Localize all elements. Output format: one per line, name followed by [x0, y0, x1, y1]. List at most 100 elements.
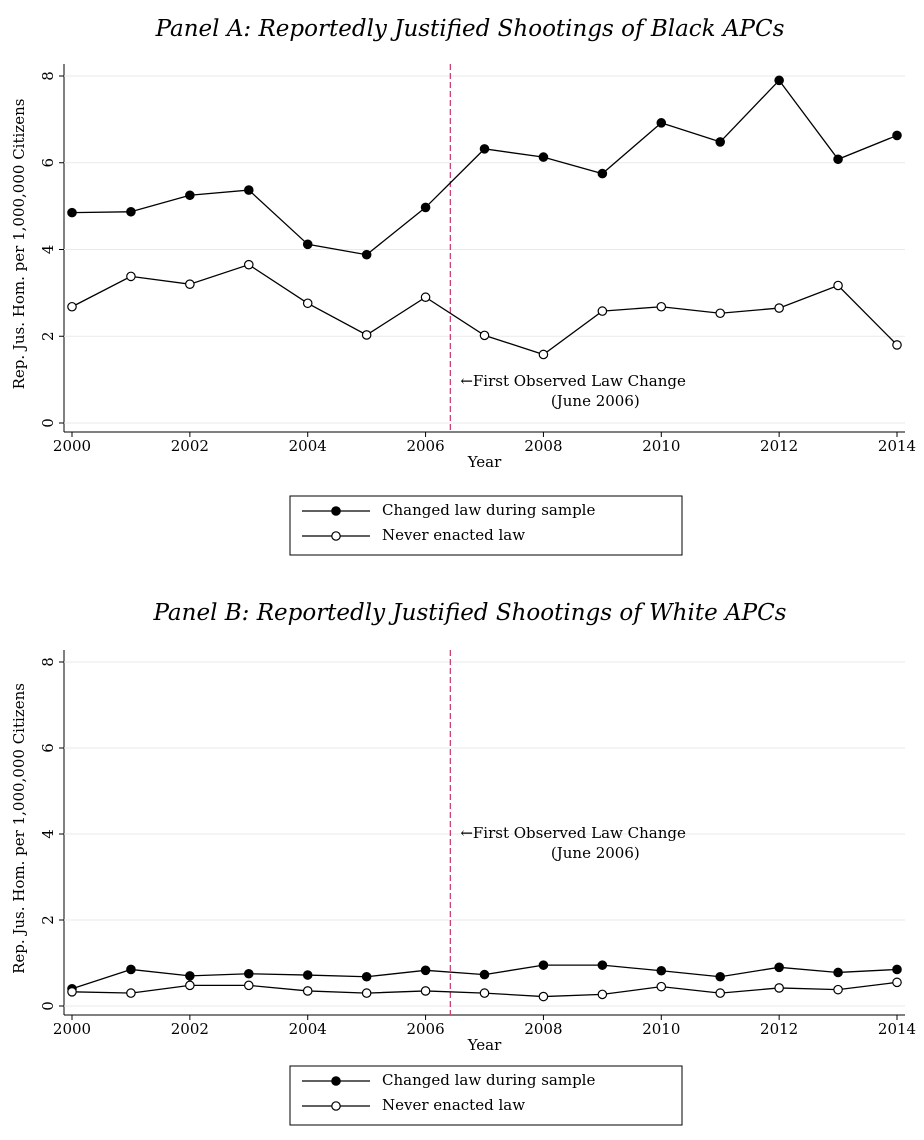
y-axis-label: Rep. Jus. Hom. per 1,000,000 Citizens: [10, 99, 28, 390]
x-tick-label: 2002: [171, 1020, 209, 1038]
data-point: [243, 185, 254, 195]
legend-label: Changed law during sample: [382, 501, 595, 519]
data-point: [126, 964, 136, 975]
data-point: [656, 981, 667, 992]
data-point: [715, 308, 726, 319]
data-point: [597, 960, 608, 970]
y-tick-label: 2: [39, 915, 57, 925]
data-point: [243, 980, 254, 991]
data-point: [302, 970, 313, 980]
legend-label: Never enacted law: [382, 526, 525, 544]
data-point: [126, 206, 136, 217]
data-point: [243, 968, 254, 979]
data-point: [774, 983, 784, 993]
x-tick-label: 2006: [406, 437, 444, 455]
annotation: (June 2006): [551, 392, 640, 410]
data-point: [597, 306, 608, 316]
y-tick-label: 4: [39, 245, 57, 255]
data-point: [656, 118, 667, 128]
series-line: [71, 263, 898, 356]
data-point: [302, 298, 313, 309]
legend-marker: [331, 531, 341, 541]
chart-title: Panel B: Reportedly Justified Shootings …: [152, 600, 786, 626]
legend-box: [289, 495, 683, 556]
data-point: [185, 971, 195, 981]
data-point: [656, 965, 667, 976]
data-point: [656, 301, 667, 312]
data-point: [774, 75, 784, 86]
x-tick-label: 2008: [524, 437, 562, 455]
data-point: [420, 292, 431, 303]
data-point: [479, 969, 490, 980]
x-axis-label: Year: [467, 453, 502, 471]
data-point: [479, 330, 490, 341]
data-point: [479, 988, 490, 998]
data-point: [538, 960, 549, 970]
legend-label: Never enacted law: [382, 1096, 525, 1114]
x-axis-label: Year: [467, 1036, 502, 1054]
x-tick-label: 2008: [524, 1020, 562, 1038]
data-point: [715, 137, 726, 147]
data-point: [538, 349, 549, 360]
y-tick-label: 0: [39, 418, 57, 428]
data-point: [597, 989, 608, 1000]
x-tick-label: 2012: [760, 437, 798, 455]
data-point: [185, 980, 195, 991]
x-tick-label: 2010: [642, 1020, 680, 1038]
legend-marker: [331, 1101, 341, 1111]
data-point: [538, 152, 549, 162]
y-tick-label: 4: [39, 829, 57, 839]
legend-box: [289, 1065, 683, 1126]
data-point: [361, 249, 372, 260]
annotation: ←First Observed Law Change: [460, 372, 686, 390]
data-point: [67, 301, 77, 312]
legend-marker: [331, 1076, 341, 1086]
data-point: [833, 154, 843, 165]
data-point: [185, 279, 195, 289]
data-point: [420, 965, 431, 976]
data-point: [361, 330, 372, 340]
x-tick-label: 2000: [53, 437, 91, 455]
data-point: [243, 259, 254, 270]
data-point: [479, 144, 490, 154]
data-point: [597, 168, 608, 179]
data-point: [715, 971, 726, 982]
data-point: [833, 280, 843, 291]
y-tick-label: 8: [39, 657, 57, 667]
x-tick-label: 2000: [53, 1020, 91, 1038]
y-tick-label: 2: [39, 331, 57, 341]
data-point: [892, 977, 902, 988]
y-tick-label: 6: [39, 158, 57, 168]
data-point: [833, 967, 843, 978]
series-line: [71, 79, 898, 256]
data-point: [774, 962, 784, 973]
y-tick-label: 8: [39, 71, 57, 81]
data-point: [833, 984, 843, 995]
data-point: [420, 202, 431, 213]
data-point: [420, 986, 431, 996]
x-tick-label: 2012: [760, 1020, 798, 1038]
data-point: [715, 988, 726, 998]
annotation: ←First Observed Law Change: [460, 824, 686, 842]
annotation: (June 2006): [551, 844, 640, 862]
x-tick-label: 2006: [406, 1020, 444, 1038]
x-tick-label: 2004: [289, 1020, 327, 1038]
data-point: [774, 303, 784, 313]
y-tick-label: 6: [39, 743, 57, 753]
y-tick-label: 0: [39, 1001, 57, 1011]
data-point: [302, 239, 313, 250]
data-point: [892, 964, 902, 975]
data-point: [302, 986, 313, 996]
data-point: [361, 971, 372, 982]
x-tick-label: 2014: [878, 1020, 916, 1038]
x-tick-label: 2004: [289, 437, 327, 455]
chart-title: Panel A: Reportedly Justified Shootings …: [155, 16, 785, 42]
data-point: [361, 988, 372, 998]
legend-marker: [331, 506, 341, 516]
x-tick-label: 2002: [171, 437, 209, 455]
x-tick-label: 2010: [642, 437, 680, 455]
data-point: [67, 207, 77, 218]
data-point: [892, 130, 902, 141]
x-tick-label: 2014: [878, 437, 916, 455]
